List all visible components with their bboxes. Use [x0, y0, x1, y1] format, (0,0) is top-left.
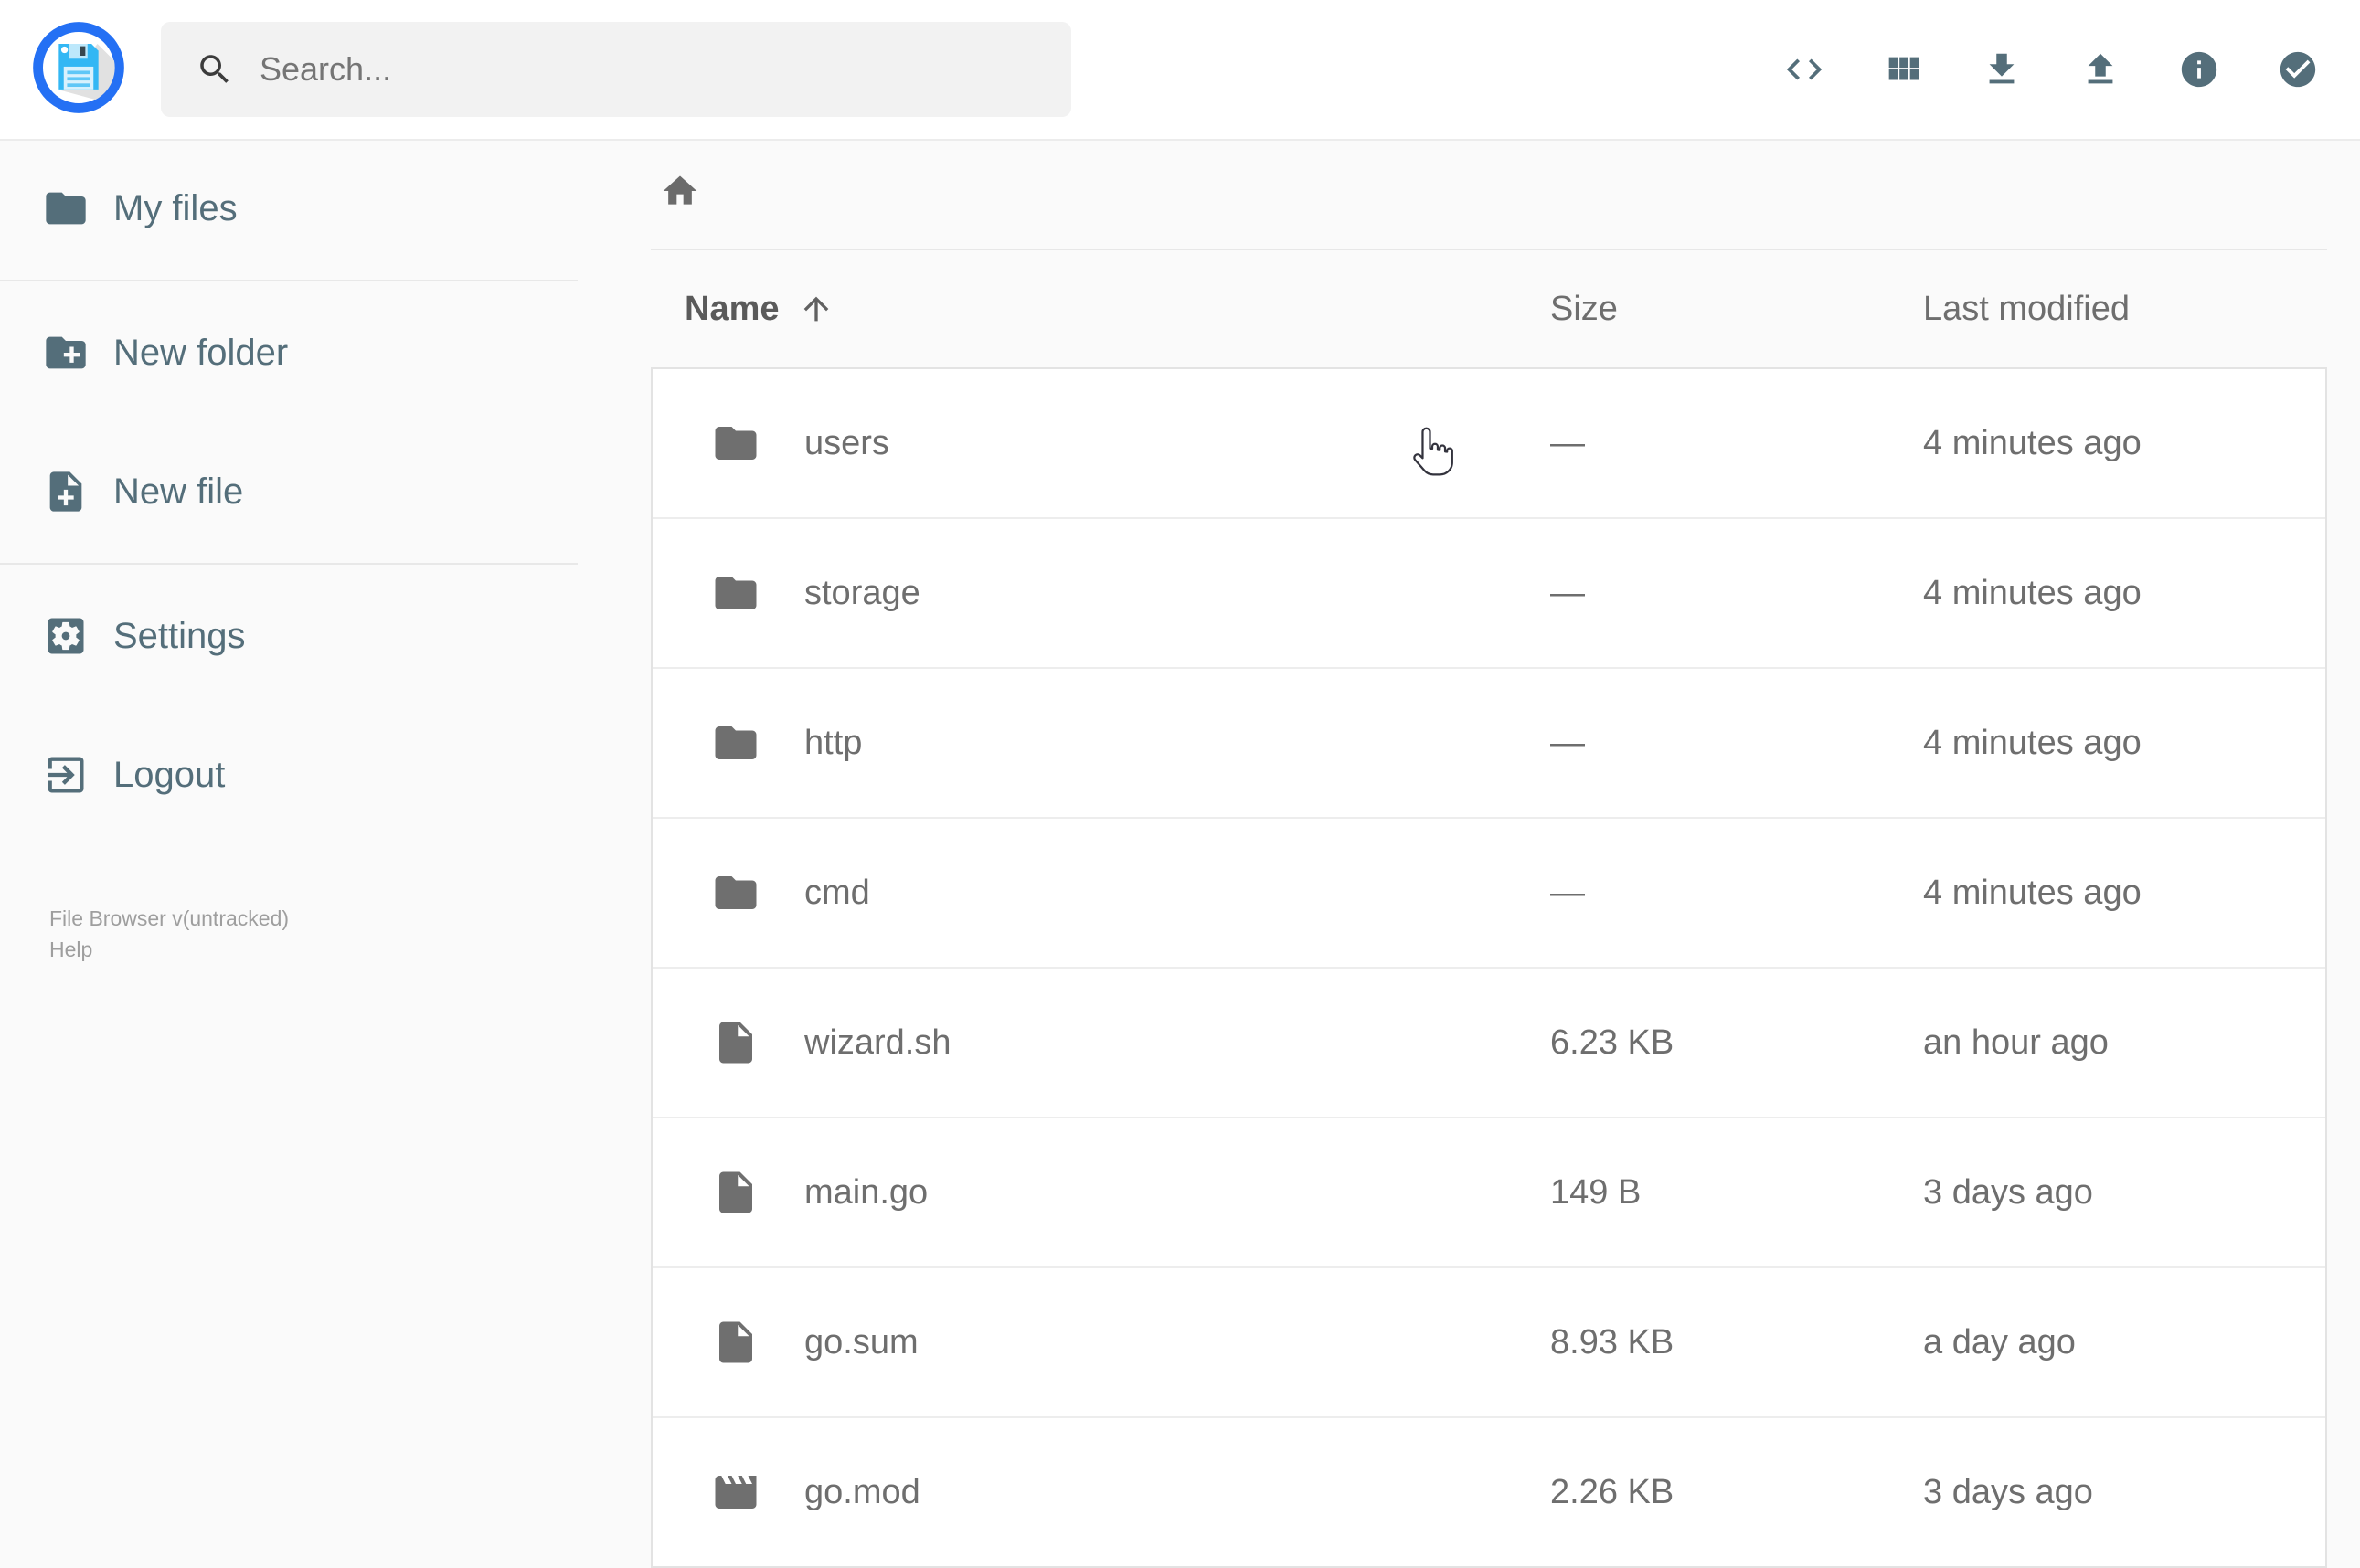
home-button[interactable]	[654, 164, 707, 217]
file-size: 8.93 KB	[1550, 1322, 1674, 1361]
exit-to-app-icon	[48, 757, 84, 793]
listing-row-users[interactable]: users — 4 minutes ago	[653, 369, 2325, 519]
select-multiple-button[interactable]	[2276, 48, 2320, 91]
file-size: 2.26 KB	[1550, 1472, 1674, 1511]
file-size: —	[1550, 573, 1585, 612]
sidebar-item-label: New folder	[113, 332, 289, 373]
file-name: cmd	[804, 873, 870, 912]
sidebar-item-my-files[interactable]: My files	[0, 139, 578, 278]
file-modified: a day ago	[1923, 1322, 2076, 1361]
file-name: wizard.sh	[804, 1022, 951, 1062]
sidebar-item-new-file[interactable]: New file	[0, 422, 578, 561]
raw-view-button[interactable]	[1782, 48, 1826, 91]
code-icon	[1786, 58, 1823, 80]
movie-icon	[715, 1476, 757, 1509]
sidebar-item-settings[interactable]: Settings	[0, 567, 578, 705]
file-icon	[719, 1321, 752, 1363]
file-name: users	[804, 423, 889, 462]
sidebar-item-label: Settings	[113, 615, 246, 656]
file-name: go.mod	[804, 1472, 920, 1511]
help-link[interactable]: Help	[49, 938, 93, 961]
listing-row-storage[interactable]: storage — 4 minutes ago	[653, 519, 2325, 669]
folder-icon	[715, 876, 757, 909]
listing-row-go.mod[interactable]: go.mod 2.26 KB 3 days ago	[653, 1418, 2325, 1566]
header	[0, 0, 2360, 141]
upload-icon	[2088, 53, 2113, 84]
sidebar-divider	[0, 280, 578, 281]
column-label: Last modified	[1923, 289, 2131, 328]
sort-ascending-icon	[803, 296, 828, 322]
folder-icon	[46, 192, 86, 225]
sidebar-item-new-folder[interactable]: New folder	[0, 283, 578, 422]
file-modified: an hour ago	[1923, 1022, 2109, 1062]
folder-icon	[715, 577, 757, 609]
file-listing: users — 4 minutes ago storage — 4 minutes ago…	[651, 367, 2327, 1568]
search-bar[interactable]	[161, 22, 1071, 117]
search-icon	[196, 50, 234, 89]
download-icon	[1989, 53, 2015, 84]
sidebar-footer: File Browser v(untracked) Help	[49, 903, 289, 965]
floppy-disk-logo-icon	[33, 22, 124, 113]
file-size: —	[1550, 723, 1585, 762]
listing-row-cmd[interactable]: cmd — 4 minutes ago	[653, 819, 2325, 969]
check-circle-icon	[2280, 51, 2316, 88]
folder-icon	[715, 726, 757, 759]
column-header-last-modified[interactable]: Last modified	[1923, 290, 2327, 329]
view-module-icon	[1888, 57, 1919, 80]
file-modified: 4 minutes ago	[1923, 573, 2142, 612]
sidebar: My files New folder New file Settings Logout…	[0, 139, 578, 1517]
column-label: Size	[1550, 289, 1618, 328]
app-version-text: File Browser v(untracked)	[49, 906, 290, 930]
info-icon	[2181, 51, 2217, 88]
listing-header: Name Size Last modified	[651, 250, 2327, 367]
home-icon	[663, 175, 697, 205]
download-button[interactable]	[1980, 48, 2024, 91]
sidebar-item-label: New file	[113, 471, 244, 512]
file-modified: 4 minutes ago	[1923, 723, 2142, 762]
file-size: —	[1550, 873, 1585, 912]
file-icon	[719, 1171, 752, 1213]
create-new-folder-icon	[46, 336, 86, 369]
header-toolbar	[1782, 0, 2360, 139]
settings-applications-icon	[48, 618, 84, 654]
file-icon	[719, 1022, 752, 1064]
file-name: go.sum	[804, 1322, 919, 1361]
file-modified: 3 days ago	[1923, 1472, 2093, 1511]
file-size: 149 B	[1550, 1172, 1642, 1212]
app-logo[interactable]	[31, 20, 126, 115]
listing-row-main.go[interactable]: main.go 149 B 3 days ago	[653, 1118, 2325, 1268]
grid-view-button[interactable]	[1881, 48, 1925, 91]
file-size: 6.23 KB	[1550, 1022, 1674, 1062]
sidebar-item-label: My files	[113, 187, 238, 228]
note-add-icon	[49, 471, 82, 512]
sidebar-item-label: Logout	[113, 754, 226, 795]
column-header-size[interactable]: Size	[1550, 290, 1923, 329]
breadcrumb-divider	[651, 249, 2327, 250]
file-name: storage	[804, 573, 920, 612]
listing-row-go.sum[interactable]: go.sum 8.93 KB a day ago	[653, 1268, 2325, 1418]
file-size: —	[1550, 423, 1585, 462]
main-content: Name Size Last modified users — 4 minutes ag…	[578, 139, 2360, 1568]
search-input[interactable]	[258, 49, 1011, 90]
file-modified: 4 minutes ago	[1923, 873, 2142, 912]
file-name: main.go	[804, 1172, 929, 1212]
sidebar-item-logout[interactable]: Logout	[0, 705, 578, 844]
column-header-name[interactable]: Name	[651, 290, 1550, 329]
file-name: http	[804, 723, 863, 762]
info-button[interactable]	[2177, 48, 2221, 91]
sidebar-divider	[0, 563, 578, 565]
column-label: Name	[685, 289, 780, 328]
folder-icon	[715, 427, 757, 460]
listing-row-wizard.sh[interactable]: wizard.sh 6.23 KB an hour ago	[653, 969, 2325, 1118]
file-modified: 4 minutes ago	[1923, 423, 2142, 462]
upload-button[interactable]	[2078, 48, 2122, 91]
file-modified: 3 days ago	[1923, 1172, 2093, 1212]
listing-row-http[interactable]: http — 4 minutes ago	[653, 669, 2325, 819]
